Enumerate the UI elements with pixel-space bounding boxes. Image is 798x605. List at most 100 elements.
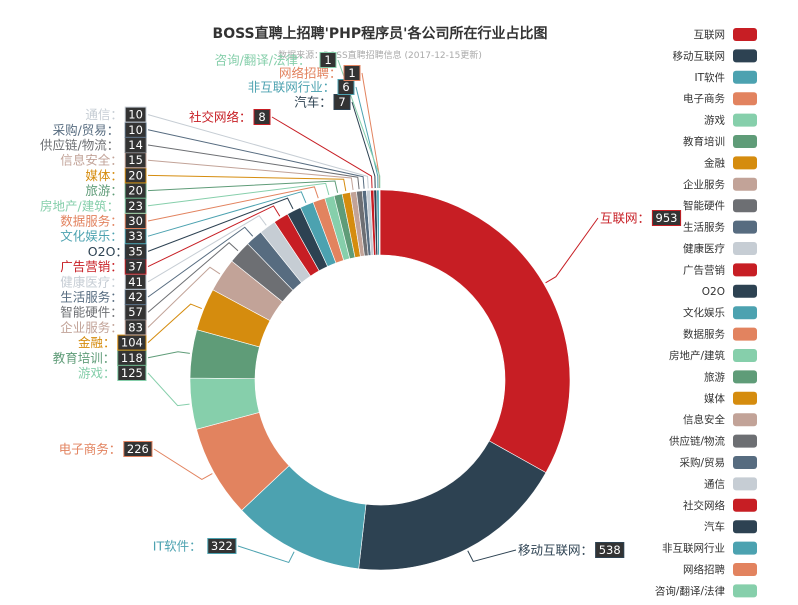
value-label-26: 1 xyxy=(324,53,331,67)
legend-label-11[interactable]: 广告营销 xyxy=(683,263,725,276)
leader-line-group xyxy=(147,59,599,564)
legend-swatch-20[interactable] xyxy=(733,456,757,469)
legend-label-18[interactable]: 信息安全 xyxy=(683,413,725,426)
leader-line-20 xyxy=(147,129,365,189)
legend-swatch-2[interactable] xyxy=(733,70,757,84)
value-label-24: 6 xyxy=(342,80,349,94)
leader-line-1 xyxy=(467,549,517,563)
leader-line-12 xyxy=(147,197,294,252)
value-box-22 xyxy=(253,109,271,125)
legend-label-0[interactable]: 互联网 xyxy=(694,29,726,41)
legend-label-19[interactable]: 供应链/物流 xyxy=(669,435,726,448)
legend-label-4[interactable]: 游戏 xyxy=(704,114,725,127)
value-box-3 xyxy=(123,441,153,457)
leader-line-0 xyxy=(545,217,599,284)
leader-line-3 xyxy=(153,448,213,481)
legend-swatch-16[interactable] xyxy=(733,370,757,384)
value-label-0: 953 xyxy=(656,211,678,225)
legend-label-20[interactable]: 采购/贸易 xyxy=(679,456,725,469)
leader-line-5 xyxy=(147,351,190,359)
slice-label-8: 智能硬件： xyxy=(60,305,123,320)
slice-label-15: 房地产/建筑： xyxy=(40,198,119,213)
legend-swatch-7[interactable] xyxy=(733,177,757,191)
value-label-6: 104 xyxy=(121,336,143,350)
legend-swatch-4[interactable] xyxy=(733,113,757,127)
legend-label-7[interactable]: 企业服务 xyxy=(683,178,725,191)
legend-swatch-24[interactable] xyxy=(733,541,757,555)
legend-label-2[interactable]: IT软件 xyxy=(694,71,725,84)
legend-label-1[interactable]: 移动互联网 xyxy=(673,49,726,62)
legend-swatch-18[interactable] xyxy=(733,413,757,427)
value-label-20: 10 xyxy=(128,123,143,137)
legend-swatch-17[interactable] xyxy=(733,391,757,405)
legend-swatch-21[interactable] xyxy=(733,477,757,491)
leader-line-6 xyxy=(147,303,202,343)
legend-swatch-9[interactable] xyxy=(733,220,757,234)
legend-swatch-19[interactable] xyxy=(733,434,757,448)
legend-label-8[interactable]: 智能硬件 xyxy=(683,199,725,212)
slice-label-10: 健康医疗： xyxy=(60,274,123,289)
legend-swatch-10[interactable] xyxy=(733,242,757,255)
legend-swatch-25[interactable] xyxy=(733,563,757,576)
legend-label-25[interactable]: 网络招聘 xyxy=(683,563,725,576)
value-label-10: 41 xyxy=(128,275,143,289)
slice-label-16: 旅游： xyxy=(85,183,123,198)
value-label-11: 37 xyxy=(128,260,143,274)
legend-swatch-13[interactable] xyxy=(733,306,757,320)
slice-label-5: 教育培训： xyxy=(53,350,116,365)
legend-label-26[interactable]: 咨询/翻译/法律 xyxy=(655,584,726,597)
legend-swatch-11[interactable] xyxy=(733,263,757,277)
value-box-25 xyxy=(343,65,361,81)
legend-label-6[interactable]: 金融 xyxy=(704,156,725,169)
legend-swatch-26[interactable] xyxy=(733,584,757,598)
leader-line-10 xyxy=(147,214,267,283)
legend-label-21[interactable]: 通信 xyxy=(704,478,725,490)
leader-line-21 xyxy=(147,114,369,189)
legend-label-12[interactable]: O2O xyxy=(702,286,725,298)
legend-label-3[interactable]: 电子商务 xyxy=(683,92,725,105)
legend-swatch-1[interactable] xyxy=(733,49,757,63)
legend-label-22[interactable]: 社交网络 xyxy=(683,499,725,512)
legend-label-5[interactable]: 教育培训 xyxy=(683,135,725,148)
leader-line-11 xyxy=(147,205,281,268)
value-box-21 xyxy=(124,106,147,123)
legend-swatch-3[interactable] xyxy=(733,92,757,106)
legend-swatch-23[interactable] xyxy=(733,520,757,534)
slice-label-14: 数据服务： xyxy=(60,214,123,229)
legend-label-15[interactable]: 房地产/建筑 xyxy=(669,349,726,362)
legend-label-23[interactable]: 汽车 xyxy=(704,520,725,533)
legend-label-9[interactable]: 生活服务 xyxy=(683,221,725,234)
legend-label-24[interactable]: 非互联网行业 xyxy=(662,542,725,555)
legend-label-14[interactable]: 数据服务 xyxy=(683,328,725,341)
legend-label-10[interactable]: 健康医疗 xyxy=(683,242,725,255)
leader-line-2 xyxy=(237,545,295,564)
slice-label-26: 咨询/翻译/法律： xyxy=(215,53,311,68)
legend-swatch-8[interactable] xyxy=(733,199,757,213)
leader-line-4 xyxy=(147,372,190,407)
legend-label-17[interactable]: 媒体 xyxy=(704,392,725,405)
value-label-4: 125 xyxy=(121,366,143,380)
legend-swatch-15[interactable] xyxy=(733,349,757,362)
legend-label-13[interactable]: 文化娱乐 xyxy=(683,306,725,319)
legend-swatch-14[interactable] xyxy=(733,327,757,341)
slice-label-9: 生活服务： xyxy=(60,290,123,305)
slice-label-6: 金融： xyxy=(78,335,116,350)
value-label-15: 23 xyxy=(128,199,143,213)
value-box-2 xyxy=(207,538,237,554)
leader-line-8 xyxy=(147,242,239,313)
legend-swatch-22[interactable] xyxy=(733,498,757,512)
legend-swatch-0[interactable] xyxy=(733,28,757,41)
slice-0[interactable] xyxy=(379,189,571,474)
legend-label-16[interactable]: 旅游 xyxy=(704,370,725,383)
legend-swatch-12[interactable] xyxy=(733,284,757,298)
value-box-1 xyxy=(595,542,625,558)
legend-swatch-6[interactable] xyxy=(733,156,757,170)
value-label-8: 57 xyxy=(128,305,143,319)
leader-line-19 xyxy=(147,144,360,190)
legend-swatch-5[interactable] xyxy=(733,135,757,148)
value-label-13: 33 xyxy=(128,229,143,243)
leader-line-22 xyxy=(271,116,373,189)
